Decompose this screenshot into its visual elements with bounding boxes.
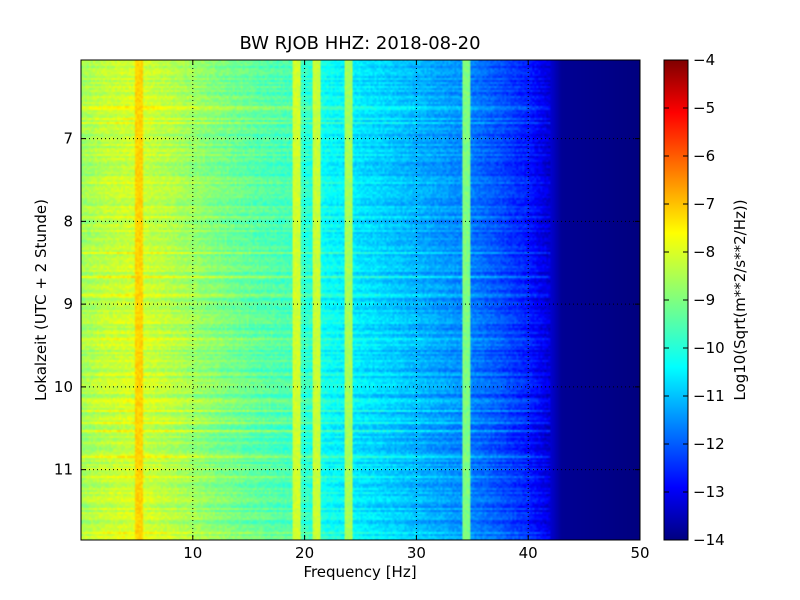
colorbar-tick-label: −7	[693, 195, 715, 213]
colorbar-tick-label: −13	[693, 483, 725, 501]
grid-lines	[81, 60, 640, 540]
colorbar-tick-label: −12	[693, 435, 725, 453]
heatmap-image	[81, 60, 640, 540]
plot-frame	[80, 59, 641, 541]
x-tick-label: 40	[519, 544, 538, 562]
plot-area: 10 20 30 40 50 7 8 9 10 11	[54, 59, 650, 562]
y-tick-label: 10	[54, 378, 73, 396]
x-axis: 10 20 30 40 50	[183, 60, 650, 562]
x-tick-label: 50	[630, 544, 649, 562]
colorbar-tick-label: −14	[693, 531, 725, 549]
y-tick-label: 9	[63, 295, 73, 313]
colorbar-tick-label: −8	[693, 243, 715, 261]
colorbar-tick-label: −6	[693, 147, 715, 165]
x-tick-label: 20	[295, 544, 314, 562]
colorbar-tick-label: −9	[693, 291, 715, 309]
y-axis-label: Lokalzeit (UTC + 2 Stunde)	[32, 199, 50, 401]
x-tick-label: 30	[407, 544, 426, 562]
y-axis: 7 8 9 10 11	[54, 130, 640, 479]
colorbar-tick-label: −4	[693, 51, 715, 69]
y-tick-label: 8	[63, 212, 73, 230]
x-tick-label: 10	[183, 544, 202, 562]
chart-title: BW RJOB HHZ: 2018-08-20	[239, 33, 480, 54]
x-axis-label: Frequency [Hz]	[303, 563, 416, 581]
y-tick-label: 7	[63, 130, 73, 148]
colorbar-ticks: −4 −5 −6 −7 −8 −9 −10 −11 −12 −13 −14	[664, 51, 725, 549]
colorbar-tick-label: −11	[693, 387, 725, 405]
colorbar-tick-label: −5	[693, 99, 715, 117]
y-tick-label: 11	[54, 461, 73, 479]
colorbar: −4 −5 −6 −7 −8 −9 −10 −11 −12 −13 −14 Log10(Sqrt(m…	[663, 51, 749, 549]
colorbar-tick-label: −10	[693, 339, 725, 357]
colorbar-label: Log10(Sqrt(m**2/s**2/Hz))	[731, 199, 749, 400]
